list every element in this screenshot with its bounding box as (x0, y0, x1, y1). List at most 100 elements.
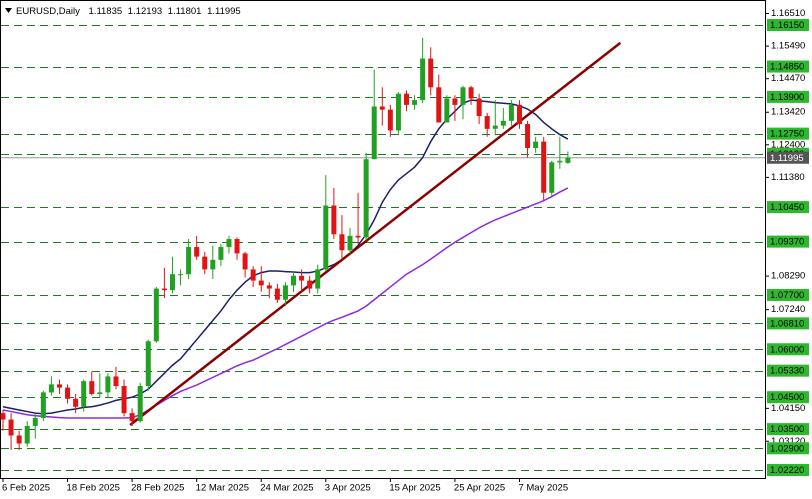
candle-body (250, 269, 256, 281)
candle-body (460, 87, 466, 105)
candle-body (404, 93, 409, 105)
symbol-menu-arrow[interactable] (5, 8, 12, 13)
candle-body (549, 162, 555, 193)
candle-body (48, 384, 54, 393)
x-tick-label: 18 Feb 2025 (67, 483, 120, 494)
candle-body (226, 239, 232, 248)
candle-body (218, 247, 224, 260)
level-label: 1.16150 (770, 20, 804, 31)
candle-body (371, 106, 377, 160)
level-label-box (767, 60, 809, 73)
x-tick-label: 12 Mar 2025 (196, 483, 249, 494)
candle-body (420, 58, 426, 101)
candle-body (210, 259, 216, 270)
level-label: 1.02220 (770, 465, 804, 476)
chart-header: EURUSD,Daily 1.11835 1.12193 1.11801 1.1… (16, 6, 241, 17)
header-low: 1.11801 (168, 6, 202, 17)
candle-body (492, 125, 498, 129)
candle-body (32, 417, 38, 426)
candle-body (113, 376, 119, 386)
candle-body (153, 288, 159, 342)
candle-body (323, 205, 329, 270)
candle-body (73, 398, 79, 407)
candle-body (89, 381, 95, 394)
candle-body (202, 256, 208, 270)
candle-body (56, 384, 62, 388)
level-label-box (767, 364, 809, 377)
level-label: 1.13900 (770, 92, 804, 103)
x-tick-label: 28 Feb 2025 (131, 483, 184, 494)
candle-body (508, 104, 514, 121)
symbol: EURUSD,Daily (16, 6, 80, 17)
candle-body (129, 413, 135, 422)
candle-body (81, 381, 87, 407)
candle-body (40, 392, 46, 418)
level-label-box (767, 90, 809, 103)
y-tick-label: 1.14470 (771, 73, 805, 84)
level-label-box (767, 391, 809, 404)
candle-body (97, 392, 103, 394)
moving-average (2, 99, 569, 415)
candle-body (178, 274, 184, 276)
x-tick-label: 3 Apr 2025 (325, 483, 371, 494)
candle-body (412, 100, 418, 105)
level-label-box (767, 317, 809, 330)
candle-body (307, 280, 313, 289)
x-tick-label: 15 Apr 2025 (389, 483, 440, 494)
level-label: 1.02900 (770, 443, 804, 454)
candle-body (541, 141, 547, 193)
candle-body (379, 106, 385, 110)
level-label: 1.14850 (770, 62, 804, 73)
header-close: 1.11995 (207, 6, 241, 17)
level-label-box (767, 288, 809, 301)
y-tick-label: 1.11380 (771, 172, 805, 183)
candle-body (258, 280, 264, 286)
level-label-box (767, 127, 809, 140)
x-tick-label: 25 Apr 2025 (454, 483, 505, 494)
level-label-box (767, 201, 809, 214)
y-tick-label: 1.03120 (771, 436, 805, 447)
candle-body (533, 141, 539, 149)
candle-body (242, 253, 248, 270)
candle-body (339, 234, 345, 251)
candle-body (363, 159, 369, 238)
level-label-box (767, 464, 809, 477)
candle-body (299, 275, 305, 281)
y-tick-label: 1.08290 (771, 271, 805, 282)
level-label: 1.07700 (770, 290, 804, 301)
trendline (129, 41, 622, 426)
level-label: 1.06810 (770, 318, 804, 329)
level-label: 1.04500 (770, 392, 804, 403)
candle-body (0, 413, 6, 420)
candle-body (436, 87, 442, 123)
candle-body (484, 116, 490, 129)
y-tick-label: 1.07240 (771, 304, 805, 315)
candle-body (145, 341, 151, 386)
level-label: 1.12750 (770, 129, 804, 140)
candle-body (387, 109, 393, 131)
candle-body (557, 160, 563, 163)
moving-average (2, 187, 569, 419)
header-high: 1.12193 (128, 6, 162, 17)
x-tick-label: 7 May 2025 (518, 483, 568, 494)
candle-body (355, 235, 361, 238)
candle-body (65, 387, 71, 399)
level-label: 1.03500 (770, 424, 804, 435)
candle-body (444, 98, 450, 123)
candle-body (194, 247, 200, 257)
candle-body (428, 58, 434, 88)
candle-body (186, 247, 192, 275)
candle-body (105, 376, 111, 393)
level-label-box (767, 19, 809, 32)
y-tick-label: 1.12400 (771, 139, 805, 150)
candle-body (24, 425, 30, 444)
plot-frame (0, 0, 766, 479)
candle-body (161, 288, 167, 291)
candle-body (347, 235, 353, 251)
x-tick-label: 24 Mar 2025 (260, 483, 313, 494)
candle-body (137, 385, 143, 422)
last-price-label: 1.11995 (770, 153, 804, 164)
candle-body (516, 104, 522, 125)
header-open: 1.11835 (89, 6, 123, 17)
y-tick-label: 1.16510 (771, 8, 805, 19)
